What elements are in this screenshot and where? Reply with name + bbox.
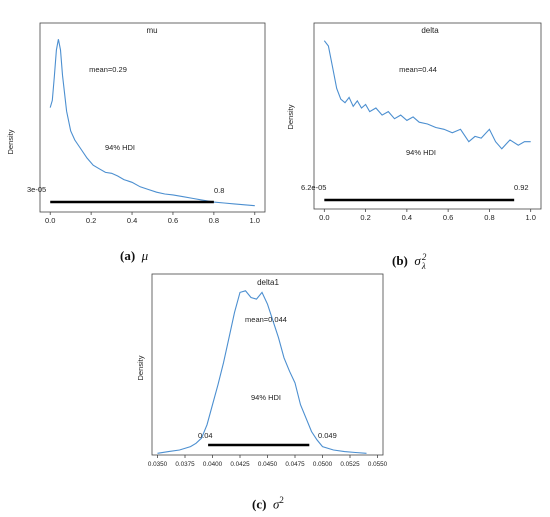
caption-b-symbol: σ bbox=[414, 253, 421, 268]
chart-3-hdi-label: 94% HDI bbox=[251, 393, 281, 402]
caption-a-symbol: μ bbox=[141, 248, 149, 263]
chart-2-density-line bbox=[323, 40, 531, 150]
chart-1-x-tick-label: 0.4 bbox=[127, 216, 137, 225]
caption-c: (c) σ2 bbox=[252, 495, 284, 512]
caption-b-sub: λ bbox=[421, 261, 426, 272]
caption-a: (a) μ bbox=[120, 248, 148, 264]
chart-1-x-tick-label: 0.0 bbox=[45, 216, 55, 225]
chart-1-hdi-low-label: 3e-05 bbox=[27, 185, 46, 194]
chart-3-x-tick-label: 0.0450 bbox=[258, 461, 278, 468]
chart-3-x-tick-label: 0.0550 bbox=[368, 461, 388, 468]
caption-b-sup: 2 bbox=[421, 252, 427, 263]
chart-1-frame bbox=[39, 22, 266, 213]
chart-2-hdi-label: 94% HDI bbox=[406, 148, 436, 157]
caption-c-symbol: σ bbox=[272, 496, 280, 512]
chart-3-x-tick-label: 0.0525 bbox=[340, 461, 360, 468]
chart-3-hdi-high-label: 0.049 bbox=[318, 431, 337, 440]
caption-c-label: (c) bbox=[252, 496, 267, 512]
chart-3-x-tick-label: 0.0350 bbox=[148, 461, 168, 468]
chart-1-x-tick-label: 0.6 bbox=[168, 216, 178, 225]
chart-3-x-tick-label: 0.0400 bbox=[203, 461, 223, 468]
caption-c-sup: 2 bbox=[279, 495, 284, 505]
chart-3-x-tick-label: 0.0475 bbox=[285, 461, 305, 468]
chart-3-hdi-low-label: 0.04 bbox=[198, 431, 213, 440]
chart-2-mean-label: mean=0.44 bbox=[399, 65, 437, 74]
chart-2-x-tick-label: 0.6 bbox=[443, 213, 453, 222]
chart-1-ylabel: Density bbox=[6, 129, 15, 154]
caption-b-label: (b) bbox=[392, 253, 408, 268]
chart-3-x-tick-label: 0.0375 bbox=[175, 461, 195, 468]
chart-3-density-line bbox=[157, 290, 367, 454]
chart-2-x-tick-label: 0.8 bbox=[484, 213, 494, 222]
chart-3-ylabel: Density bbox=[136, 355, 145, 380]
chart-2-title: delta bbox=[421, 26, 439, 35]
chart-3-title: delta1 bbox=[257, 278, 279, 287]
chart-1-density-line bbox=[49, 39, 255, 207]
chart-1-x-tick-label: 0.2 bbox=[86, 216, 96, 225]
caption-b: (b) σ2 λ bbox=[392, 253, 426, 271]
chart-1-x-tick-label: 0.8 bbox=[209, 216, 219, 225]
chart-1-x-tick-label: 1.0 bbox=[250, 216, 260, 225]
chart-2-hdi-low-label: 6.2e-05 bbox=[301, 183, 326, 192]
chart-1-hdi-high-label: 0.8 bbox=[214, 186, 224, 195]
chart-2-x-tick-label: 0.0 bbox=[319, 213, 329, 222]
chart-2-ylabel: Density bbox=[286, 104, 295, 129]
chart-1-hdi-label: 94% HDI bbox=[105, 143, 135, 152]
chart-1-title: mu bbox=[146, 26, 157, 35]
chart-1-mean-label: mean=0.29 bbox=[89, 65, 127, 74]
chart-2-x-tick-label: 0.4 bbox=[402, 213, 412, 222]
chart-2-hdi-high-label: 0.92 bbox=[514, 183, 529, 192]
caption-a-label: (a) bbox=[120, 248, 136, 263]
chart-3-mean-label: mean=0.044 bbox=[245, 315, 287, 324]
chart-3-frame bbox=[151, 273, 384, 456]
chart-3-x-tick-label: 0.0500 bbox=[313, 461, 333, 468]
chart-3-x-tick-label: 0.0425 bbox=[230, 461, 250, 468]
chart-2-x-tick-label: 1.0 bbox=[525, 213, 535, 222]
chart-2-x-tick-label: 0.2 bbox=[360, 213, 370, 222]
chart-2-frame bbox=[313, 22, 542, 210]
